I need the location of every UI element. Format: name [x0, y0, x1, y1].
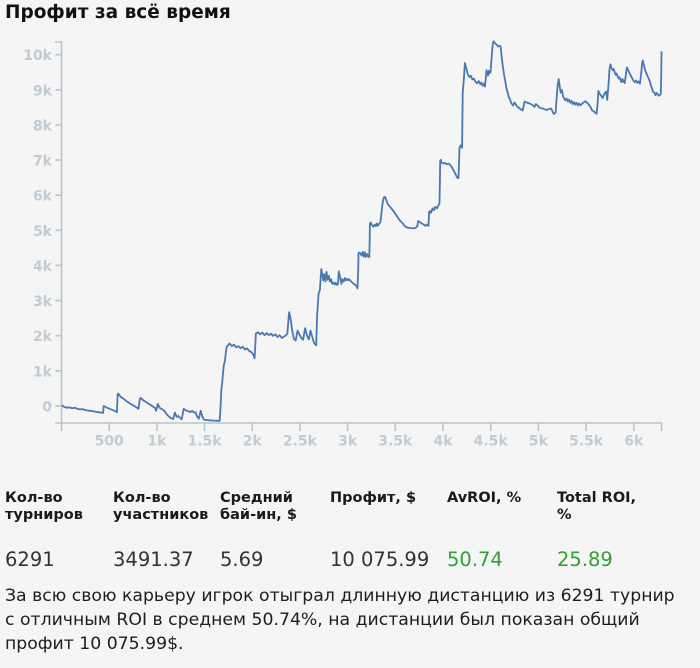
stat-value: 10 075.99 [330, 548, 430, 571]
profit-line-chart: 0 1k 2k 3k 4k 5k 6k 7k 8k 9k 10k 500 1k 1.5k 2k 2.5k 3k… [23, 40, 663, 450]
summary-text: За всю свою карьеру игрок отыграл длинну… [5, 586, 675, 654]
stat-label: Средний бай-ин, $ [220, 490, 297, 523]
y-tick-label: 8k [33, 118, 53, 134]
x-tick-label: 1k [147, 434, 167, 450]
x-tick-label: 5.5k [569, 434, 604, 450]
y-ticks-group: 0 1k 2k 3k 4k 5k 6k 7k 8k 9k 10k [23, 48, 62, 416]
x-tick-label: 6k [624, 434, 644, 450]
stat-column: AvROI, % 50.74 [447, 490, 527, 571]
x-tick-label: 2.5k [283, 434, 318, 450]
stats-table: Кол-во турниров 6291 Кол-во участников 3491… [0, 490, 700, 582]
stat-column: Кол-во турниров 6291 [5, 490, 87, 571]
y-tick-label: 7k [33, 154, 53, 170]
stat-value: 50.74 [447, 548, 503, 571]
stat-label: Кол-во участников [113, 490, 209, 523]
page-title: Профит за всё время [5, 2, 231, 23]
y-tick-label: 10k [23, 48, 52, 64]
y-tick-label: 5k [33, 224, 53, 240]
stat-label: Профит, $ [330, 490, 417, 506]
x-tick-label: 4.5k [474, 434, 509, 450]
y-tick-label: 3k [33, 294, 53, 310]
stat-label: Total ROI, % [557, 490, 637, 523]
y-tick-label: 9k [33, 83, 53, 99]
y-tick-label: 2k [33, 329, 53, 345]
y-axis: 0 1k 2k 3k 4k 5k 6k 7k 8k 9k 10k [23, 41, 63, 424]
x-axis: 500 1k 1.5k 2k 2.5k 3k 3.5k 4k 4.5k 5k 5.5k 6k [60, 422, 663, 450]
x-axis-domain [60, 422, 663, 431]
stat-value: 25.89 [557, 548, 613, 571]
x-tick-label: 5k [529, 434, 549, 450]
y-tick-label: 1k [33, 364, 53, 380]
stat-value: 3491.37 [113, 548, 194, 571]
stat-label: Кол-во турниров [5, 490, 83, 523]
stat-column: Кол-во участников 3491.37 [113, 490, 212, 571]
stat-column: Профит, $ 10 075.99 [330, 490, 429, 571]
stat-value: 5.69 [220, 548, 264, 571]
x-tick-label: 3k [338, 434, 358, 450]
x-tick-label: 2k [243, 434, 263, 450]
stat-column: Средний бай-ин, $ 5.69 [220, 490, 301, 571]
y-axis-domain [55, 41, 63, 424]
x-tick-label: 1.5k [187, 434, 222, 450]
y-tick-label: 0 [42, 400, 52, 416]
y-tick-label: 4k [33, 259, 53, 275]
stat-label: AvROI, % [447, 490, 522, 506]
x-tick-label: 500 [95, 434, 124, 450]
x-ticks-group: 500 1k 1.5k 2k 2.5k 3k 3.5k 4k 4.5k 5k 5.5k 6k [95, 423, 644, 450]
y-tick-label: 6k [33, 189, 53, 205]
stat-value: 6291 [5, 548, 55, 571]
stat-column: Total ROI, % 25.89 [557, 490, 641, 571]
x-tick-label: 4k [433, 434, 453, 450]
x-tick-label: 3.5k [378, 434, 413, 450]
profit-line-series [61, 40, 663, 422]
